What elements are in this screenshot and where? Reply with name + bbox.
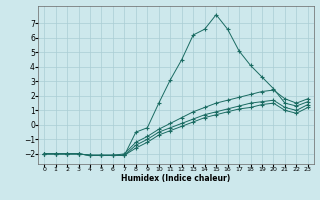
X-axis label: Humidex (Indice chaleur): Humidex (Indice chaleur) bbox=[121, 174, 231, 183]
